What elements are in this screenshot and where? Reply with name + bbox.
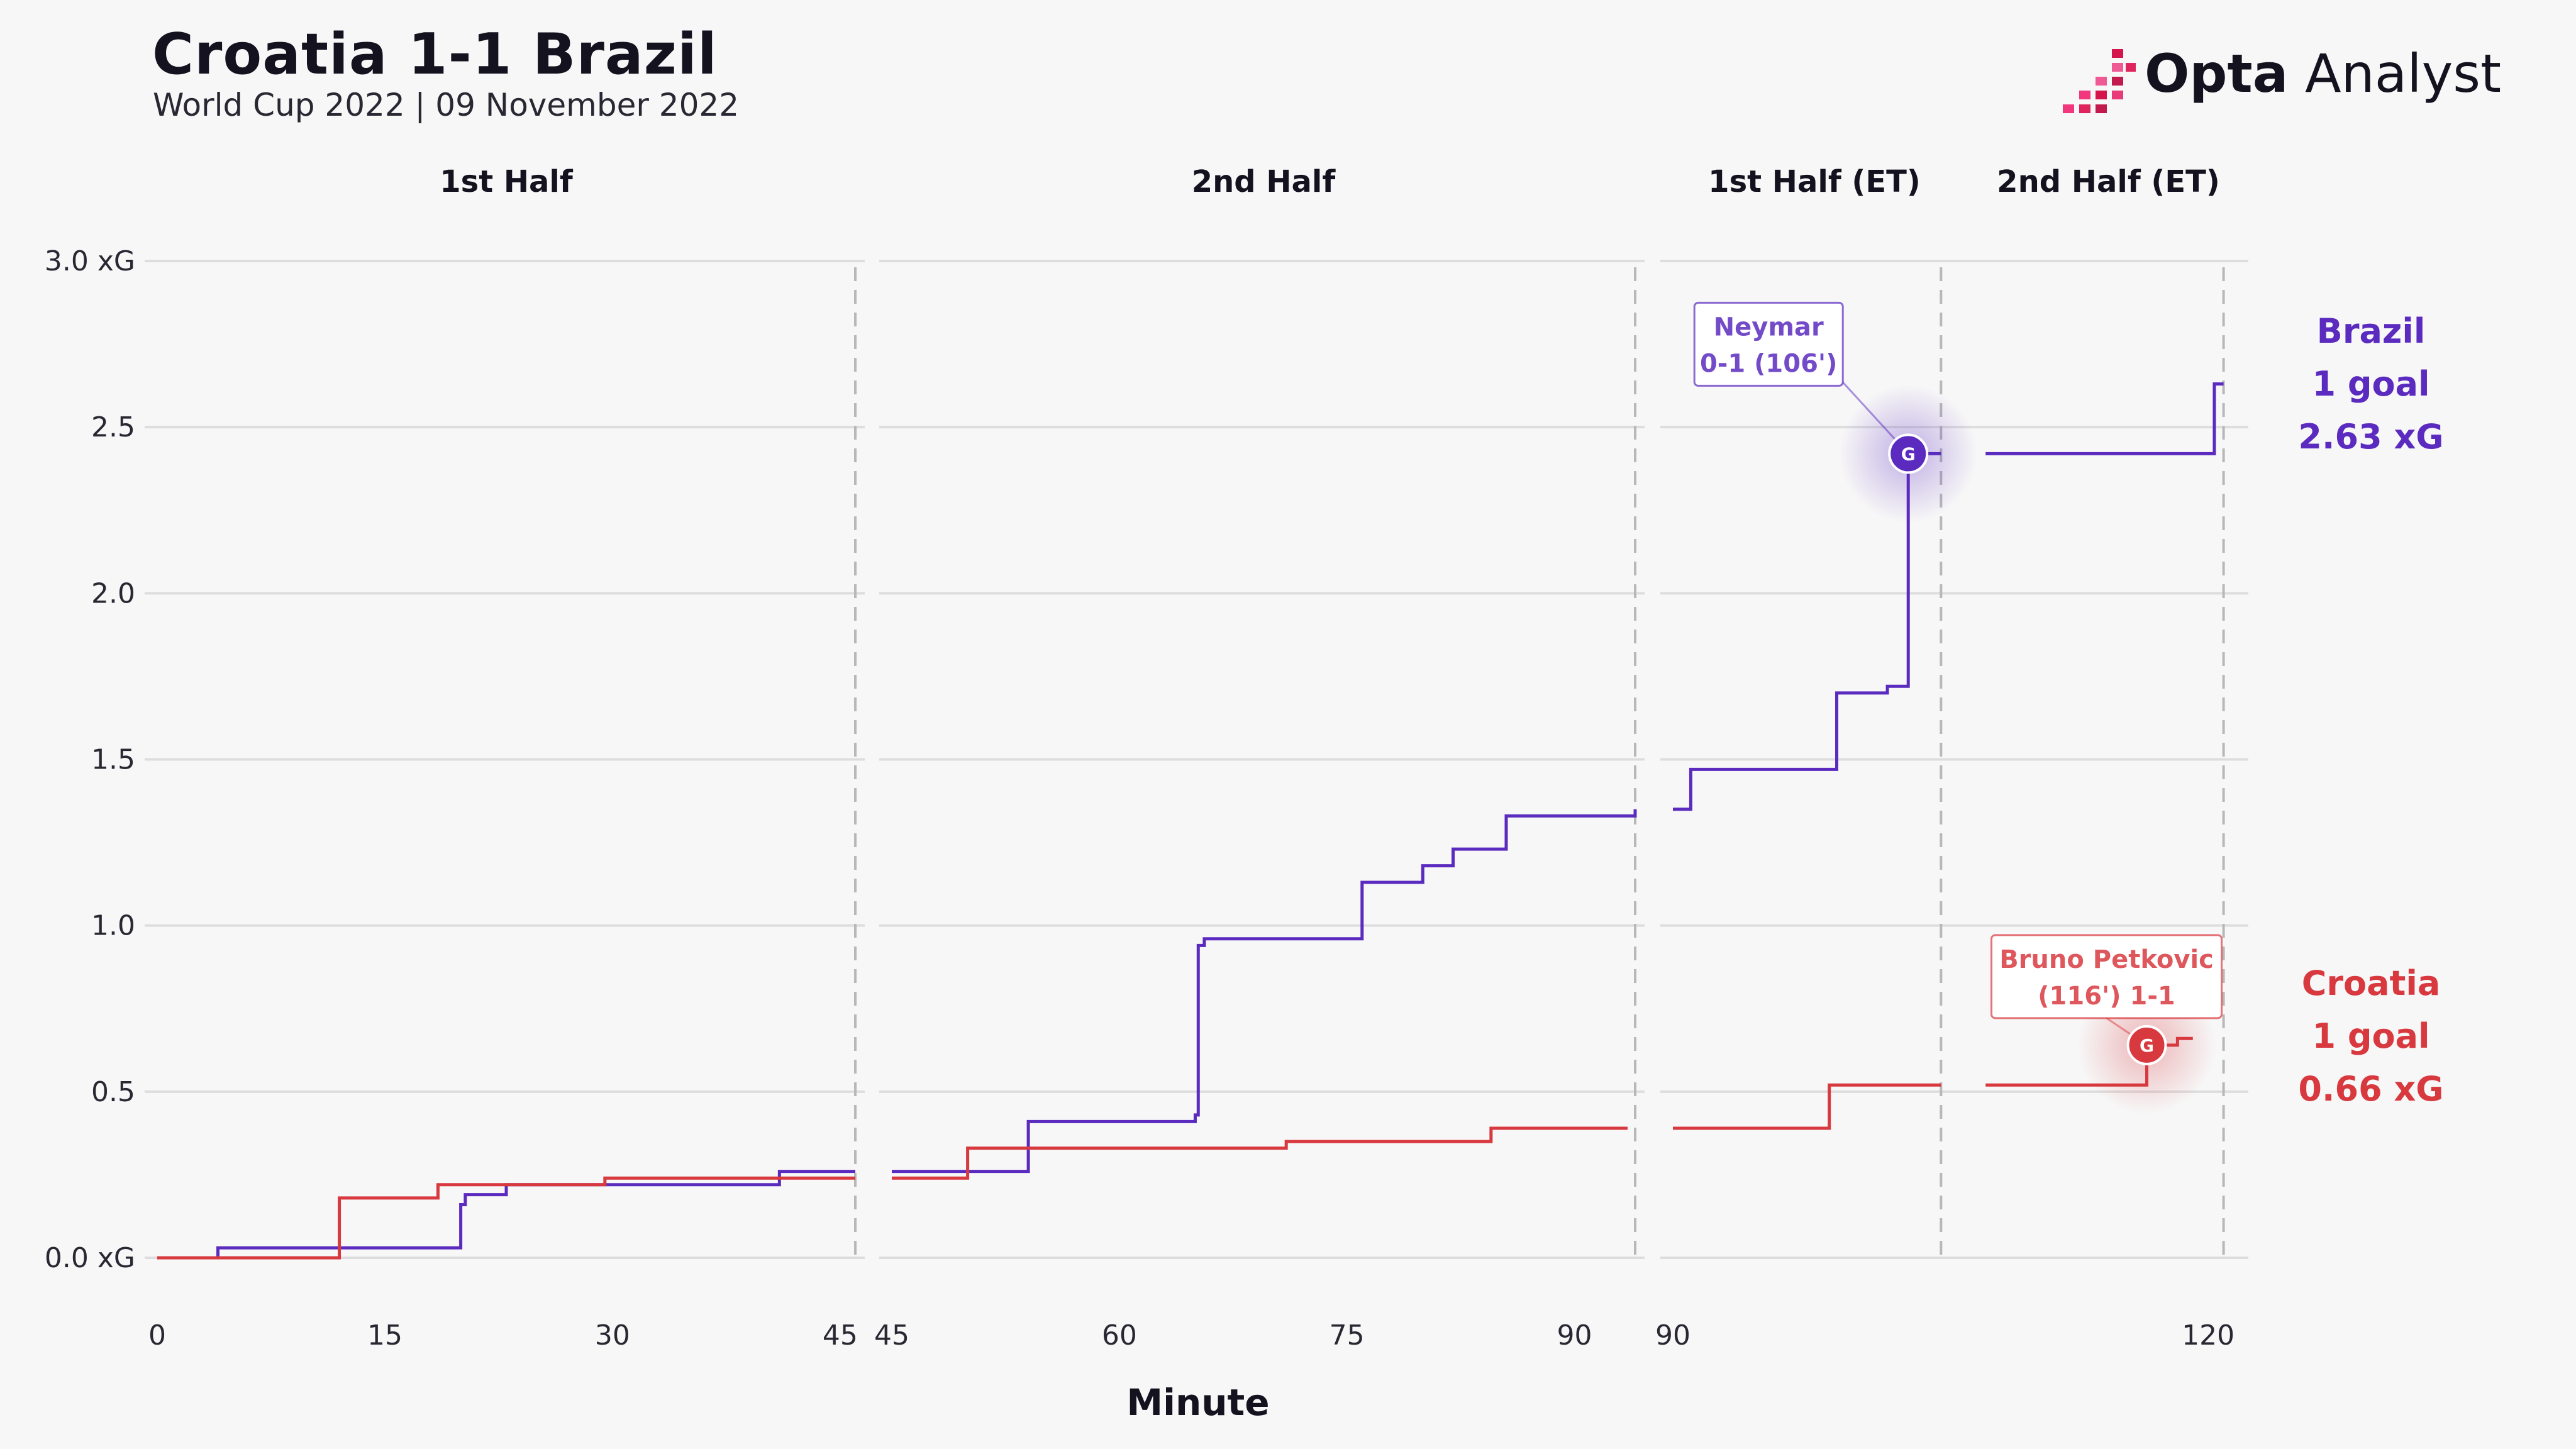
xg-step-line: [892, 809, 1637, 1174]
opta-analyst-logo: Opta Analyst: [2057, 39, 2501, 121]
panel-title: 1st Half: [440, 164, 574, 199]
panel-title: 2nd Half (ET): [1997, 164, 2220, 199]
annotation-box: [1693, 301, 1844, 387]
y-tick-label: 2.0: [91, 577, 135, 609]
y-tick-label: 3.0 xG: [45, 245, 135, 277]
annotation-detail: (116') 1-1: [2038, 982, 2175, 1011]
xg-step-line: [157, 1176, 855, 1260]
xg-step-line: [1985, 382, 2224, 455]
series-brazil: [157, 382, 2224, 1260]
annotation-detail: 0-1 (106'): [1700, 349, 1838, 378]
x-tick-label: 45: [823, 1319, 858, 1352]
x-tick-label: 15: [367, 1319, 402, 1352]
logo-product: Analyst: [2305, 43, 2502, 104]
y-tick-label: 1.5: [91, 744, 135, 776]
goal-marker-icon: [1888, 433, 1929, 474]
annotation-player: Neymar: [1714, 313, 1824, 341]
goal-annotation-croatia: Bruno Petkovic (116') 1-1 G: [1990, 934, 2223, 1114]
goal-marker-letter: G: [1901, 443, 1916, 464]
panel-title: 1st Half (ET): [1708, 164, 1921, 199]
x-tick-label: 90: [1655, 1319, 1690, 1352]
y-tick-label: 1.0: [91, 910, 135, 942]
end-label-line: 0.66 xG: [2298, 1069, 2443, 1109]
x-tick-label: 30: [595, 1319, 630, 1352]
xg-step-line: [1673, 452, 1941, 811]
x-tick-label: 45: [874, 1319, 909, 1352]
x-tick-label: 90: [1557, 1319, 1592, 1352]
x-tick-label: 120: [2182, 1319, 2235, 1352]
y-tick-label: 0.5: [91, 1076, 135, 1108]
x-tick-label: 75: [1330, 1319, 1365, 1352]
x-tick-label: 60: [1102, 1319, 1137, 1352]
opta-logo-mark-icon: [2063, 49, 2136, 113]
end-label-line: Brazil: [2317, 311, 2426, 351]
logo-wordmark: Opta Analyst: [2145, 43, 2501, 104]
goal-marker-icon: [2126, 1024, 2167, 1065]
y-tick-label: 2.5: [91, 411, 135, 443]
annotation-box: [1990, 934, 2223, 1019]
x-tick-label: 0: [148, 1319, 166, 1352]
chart-title: Croatia 1-1 Brazil: [152, 21, 718, 87]
series-croatia: [157, 1036, 2193, 1260]
y-tick-label: 0.0 xG: [45, 1242, 135, 1274]
end-label-line: 1 goal: [2312, 1016, 2429, 1056]
xg-step-line: [1673, 1083, 1941, 1130]
goal-annotation-brazil: Neymar 0-1 (106') G: [1693, 301, 1978, 523]
annotation-player: Bruno Petkovic: [1999, 945, 2214, 974]
end-label-line: 1 goal: [2312, 364, 2429, 404]
logo-brand: Opta: [2145, 43, 2289, 104]
goal-marker-letter: G: [2140, 1035, 2154, 1056]
panel-title: 2nd Half: [1192, 164, 1336, 199]
end-label-line: Croatia: [2302, 963, 2441, 1003]
chart-subtitle: World Cup 2022 | 09 November 2022: [153, 87, 740, 123]
xg-step-line: [892, 1126, 1628, 1180]
end-label-line: 2.63 xG: [2298, 417, 2443, 457]
xg-step-line: [157, 1170, 855, 1260]
x-axis-label: Minute: [1126, 1381, 1269, 1424]
